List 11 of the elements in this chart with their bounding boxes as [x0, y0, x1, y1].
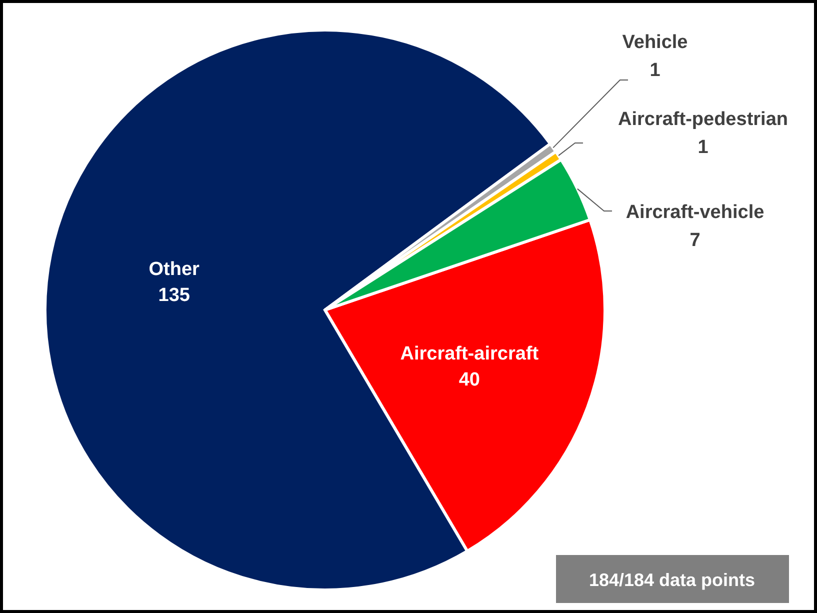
slice-label: Aircraft-aircraft	[400, 344, 540, 365]
data-label: 7	[690, 230, 700, 251]
data-label: 1	[650, 60, 661, 81]
slice-label: Aircraft-vehicle	[626, 202, 764, 223]
data-label: 135	[158, 285, 190, 306]
slice-label: Aircraft-pedestrian	[618, 109, 788, 130]
slice-label: Vehicle	[622, 32, 688, 53]
slice-label: Other	[148, 259, 200, 280]
text: 184/184 data points	[588, 570, 756, 590]
data-label: 1	[698, 137, 709, 158]
data-label: 40	[458, 370, 480, 391]
